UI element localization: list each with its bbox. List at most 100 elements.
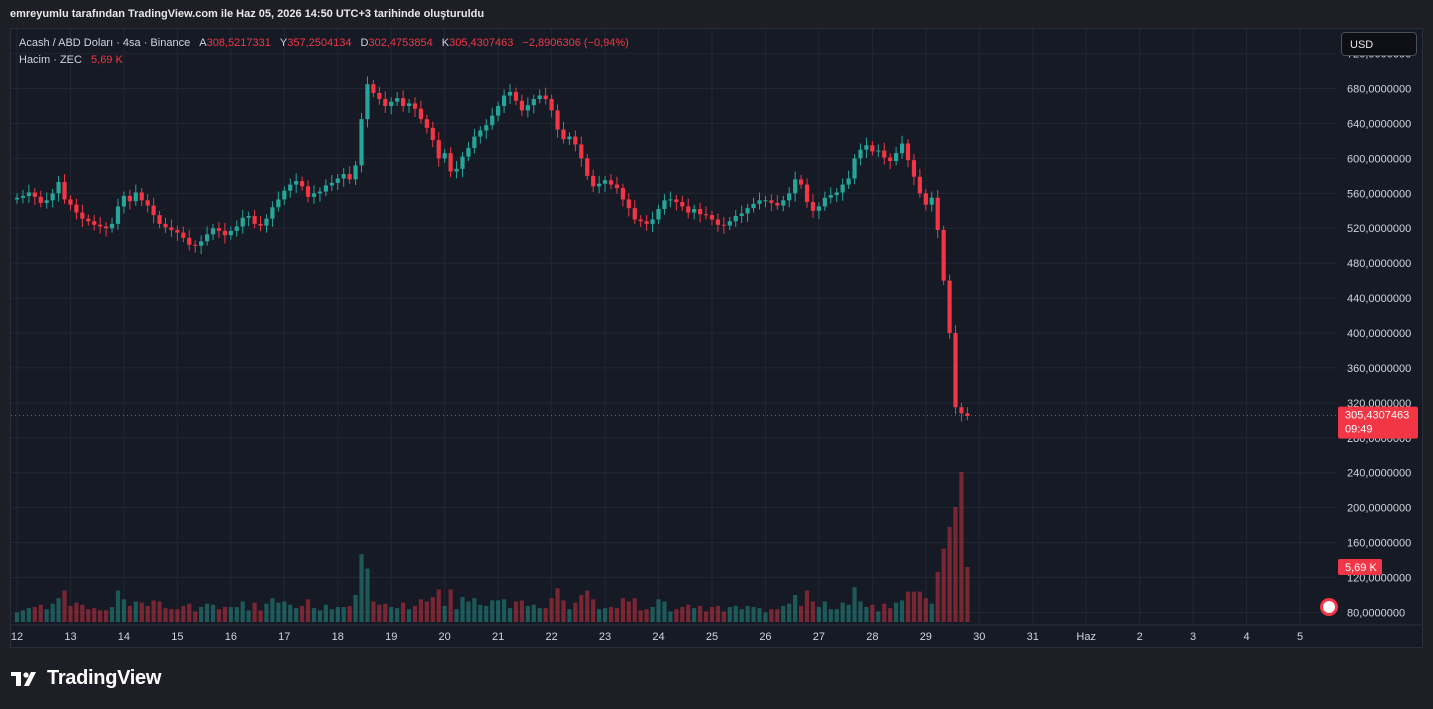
- candle[interactable]: [86, 218, 91, 222]
- candle[interactable]: [923, 193, 928, 205]
- candle[interactable]: [240, 217, 245, 227]
- candle[interactable]: [585, 158, 590, 176]
- candle[interactable]: [947, 280, 952, 334]
- candle[interactable]: [335, 178, 340, 183]
- chart-panel[interactable]: 80,0000000 120,0000000 160,0000000 200,0000…: [10, 28, 1423, 648]
- candle[interactable]: [175, 229, 180, 233]
- candle[interactable]: [573, 136, 578, 145]
- candle[interactable]: [187, 237, 192, 245]
- candle[interactable]: [228, 230, 233, 236]
- candle[interactable]: [478, 130, 483, 137]
- candle[interactable]: [911, 160, 917, 177]
- candle[interactable]: [26, 192, 31, 196]
- candle[interactable]: [472, 136, 477, 148]
- candle[interactable]: [305, 186, 311, 197]
- candle[interactable]: [454, 168, 459, 172]
- candle[interactable]: [899, 143, 905, 154]
- candle[interactable]: [769, 200, 774, 203]
- candle[interactable]: [775, 202, 780, 206]
- candle[interactable]: [282, 190, 287, 200]
- candle[interactable]: [608, 180, 614, 185]
- candle[interactable]: [216, 228, 222, 231]
- candle[interactable]: [751, 203, 756, 209]
- candle[interactable]: [709, 215, 715, 220]
- candle[interactable]: [210, 228, 216, 235]
- candle[interactable]: [816, 206, 821, 211]
- candle[interactable]: [787, 193, 792, 201]
- candle[interactable]: [501, 95, 507, 107]
- candle[interactable]: [507, 92, 513, 96]
- candle[interactable]: [442, 153, 447, 159]
- candle[interactable]: [276, 199, 281, 208]
- price-chart[interactable]: 80,0000000 120,0000000 160,0000000 200,0000…: [11, 29, 1423, 648]
- candle[interactable]: [163, 223, 168, 228]
- candle[interactable]: [525, 105, 530, 111]
- candle[interactable]: [258, 223, 263, 226]
- candle[interactable]: [905, 143, 911, 161]
- candle[interactable]: [614, 184, 620, 189]
- candle[interactable]: [252, 216, 257, 224]
- candle[interactable]: [858, 149, 863, 159]
- candle[interactable]: [490, 115, 495, 126]
- candle[interactable]: [234, 226, 239, 231]
- candle[interactable]: [680, 202, 685, 207]
- candle[interactable]: [698, 209, 703, 215]
- candle[interactable]: [300, 181, 305, 187]
- candle[interactable]: [626, 199, 631, 209]
- candle[interactable]: [793, 179, 798, 194]
- candle[interactable]: [294, 181, 299, 185]
- candle[interactable]: [50, 193, 55, 201]
- candle[interactable]: [703, 214, 709, 216]
- candle[interactable]: [181, 232, 186, 238]
- candle[interactable]: [169, 227, 174, 230]
- candle[interactable]: [395, 98, 400, 102]
- candle[interactable]: [739, 213, 744, 217]
- candle[interactable]: [852, 158, 857, 179]
- candle[interactable]: [567, 136, 572, 140]
- candle[interactable]: [383, 99, 388, 107]
- candle[interactable]: [668, 199, 673, 201]
- symbol-label[interactable]: Acash / ABD Doları · 4sa · Binance: [19, 37, 191, 49]
- candle[interactable]: [745, 208, 750, 214]
- candle[interactable]: [401, 98, 406, 107]
- candle[interactable]: [157, 215, 162, 224]
- candle[interactable]: [204, 234, 210, 242]
- candle[interactable]: [882, 150, 887, 158]
- candle[interactable]: [828, 195, 833, 198]
- candle[interactable]: [674, 199, 679, 203]
- candle[interactable]: [650, 219, 655, 224]
- candle[interactable]: [412, 103, 418, 109]
- candle[interactable]: [193, 244, 198, 246]
- candle[interactable]: [436, 140, 441, 159]
- candle[interactable]: [418, 108, 424, 120]
- candle[interactable]: [92, 221, 97, 225]
- candle[interactable]: [466, 147, 471, 157]
- candle[interactable]: [935, 197, 940, 230]
- candle[interactable]: [591, 175, 596, 187]
- candle[interactable]: [555, 110, 560, 130]
- candle[interactable]: [804, 184, 810, 203]
- candle[interactable]: [632, 208, 637, 220]
- candle[interactable]: [727, 221, 732, 226]
- volume-label[interactable]: Hacim · ZEC: [19, 54, 82, 66]
- candle[interactable]: [757, 200, 762, 204]
- candle[interactable]: [686, 206, 691, 213]
- candle[interactable]: [56, 181, 61, 194]
- candle[interactable]: [365, 84, 370, 120]
- candle[interactable]: [20, 195, 26, 198]
- candle[interactable]: [460, 156, 465, 169]
- candle[interactable]: [359, 119, 364, 166]
- candle[interactable]: [763, 200, 768, 202]
- candle[interactable]: [561, 129, 566, 140]
- candle[interactable]: [317, 191, 323, 194]
- candle[interactable]: [513, 92, 519, 101]
- candle[interactable]: [965, 413, 970, 416]
- candle[interactable]: [656, 209, 661, 220]
- candle[interactable]: [329, 182, 334, 186]
- candle[interactable]: [264, 218, 269, 226]
- candle[interactable]: [484, 125, 489, 131]
- candle[interactable]: [959, 407, 964, 414]
- candle[interactable]: [840, 184, 845, 193]
- candle[interactable]: [602, 180, 608, 184]
- candle[interactable]: [894, 153, 899, 162]
